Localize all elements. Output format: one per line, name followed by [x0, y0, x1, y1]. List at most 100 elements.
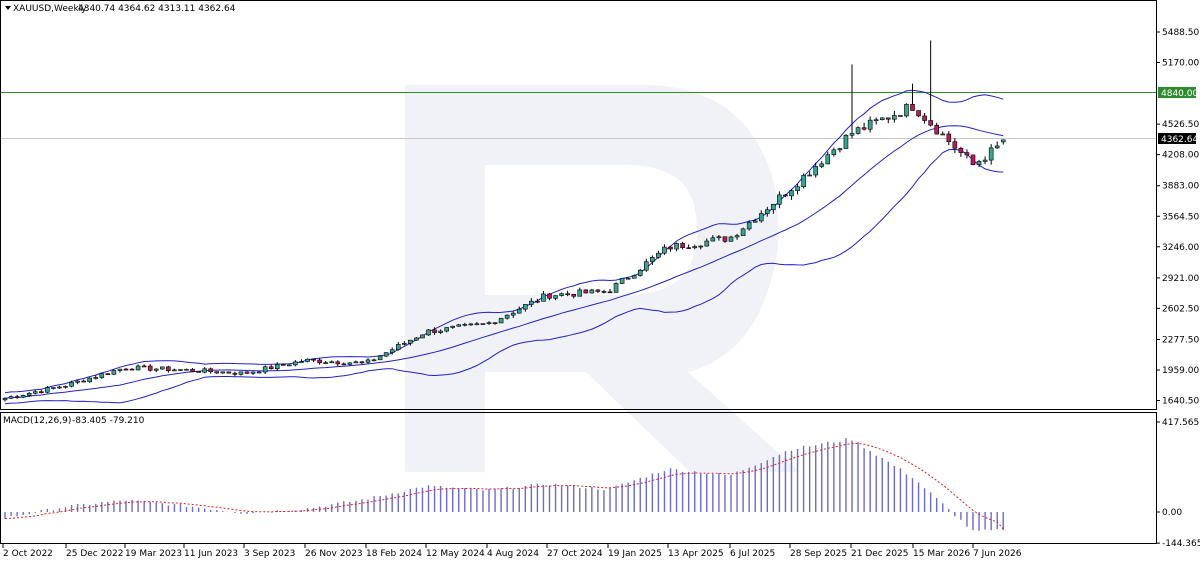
candle-body — [1000, 139, 1006, 143]
price-tick-label: 1640.50 — [1162, 397, 1199, 407]
candle-body — [771, 203, 776, 211]
price-tick-label: 4208.00 — [1162, 151, 1199, 161]
price-tick-label: 5488.50 — [1162, 28, 1199, 38]
candle-body — [910, 103, 915, 111]
candle-body — [184, 368, 189, 371]
candle-body — [746, 221, 752, 230]
candle-body — [123, 368, 129, 371]
candle-body — [111, 370, 117, 375]
macd-signal-line — [4, 442, 1004, 530]
candle-body — [601, 291, 607, 293]
candle-body — [873, 119, 879, 122]
candle-body — [371, 359, 377, 362]
candle-body — [87, 377, 92, 383]
time-tick-label: 11 Jun 2023 — [184, 549, 238, 559]
candle-body — [93, 377, 99, 379]
candle-body — [238, 371, 244, 375]
level-price-label: 4840.00 — [1161, 89, 1198, 99]
candle-body — [359, 361, 365, 364]
candle-body — [595, 289, 601, 292]
candle-body — [958, 147, 964, 153]
candle-body — [988, 147, 994, 161]
middle-band — [4, 125, 1004, 399]
candle-body — [849, 133, 855, 136]
candle-body — [789, 190, 794, 197]
time-axis: 2 Oct 2022 25 Dec 2022 19 Mar 2023 11 Jun 2… — [2, 544, 1022, 559]
candle-body — [904, 103, 909, 117]
candle-body — [105, 373, 111, 375]
candle-body — [208, 368, 213, 372]
candle-body — [916, 110, 921, 117]
candle-body — [468, 323, 474, 326]
candle-body — [38, 391, 44, 394]
candle-body — [256, 371, 262, 374]
candle-body — [117, 368, 123, 371]
dropdown-arrow-icon[interactable] — [5, 6, 11, 10]
candle-body — [383, 352, 389, 357]
candle-body — [982, 159, 988, 162]
candle-body — [141, 365, 147, 368]
candle-body — [63, 385, 68, 388]
candle-body — [837, 148, 843, 151]
candle-body — [250, 371, 256, 374]
candle-body — [268, 366, 274, 370]
candle-body — [516, 308, 522, 314]
watermark-logo — [405, 85, 800, 472]
candle-body — [99, 373, 105, 378]
macd-tick-label: 0.00 — [1162, 508, 1182, 518]
candle-body — [607, 291, 613, 294]
price-axis: 5488.50 5170.00 4526.50 4208.00 3883.00 3564.… — [1156, 28, 1199, 407]
candle-body — [813, 166, 819, 176]
ohlc-values: 4340.74 4364.62 4313.11 4362.64 — [78, 4, 236, 14]
candle-body — [728, 236, 734, 242]
candle-body — [480, 323, 486, 325]
candle-body — [389, 349, 395, 353]
price-tick-label: 3246.00 — [1162, 243, 1199, 253]
candle-body — [940, 133, 946, 136]
candle-body — [722, 236, 728, 242]
bollinger-bands — [4, 89, 1004, 405]
candle-body — [274, 364, 280, 370]
candle-body — [45, 387, 50, 393]
candle-body — [244, 371, 250, 374]
candle-body — [892, 115, 897, 120]
candle-body — [14, 396, 20, 398]
candle-body — [686, 247, 691, 249]
price-panel-frame — [0, 0, 1157, 410]
candle-body — [377, 355, 383, 361]
candle-body — [613, 283, 619, 293]
candle-body — [547, 293, 552, 299]
candle-body — [704, 240, 710, 247]
price-tick-label: 5170.00 — [1162, 59, 1199, 69]
candle-body — [395, 344, 401, 351]
macd-tick-label: -144.365 — [1162, 539, 1200, 549]
time-tick-label: 3 Sep 2023 — [244, 549, 295, 559]
candle-body — [486, 322, 492, 324]
candle-body — [752, 220, 758, 223]
candle-body — [571, 293, 577, 297]
candle-body — [147, 365, 153, 371]
price-tick-label: 3564.50 — [1162, 212, 1199, 222]
candle-body — [329, 361, 335, 364]
candle-body — [855, 127, 861, 134]
price-tick-label: 2602.50 — [1162, 304, 1199, 314]
candle-body — [160, 366, 165, 370]
candle-body — [299, 361, 304, 363]
candle-body — [783, 194, 788, 197]
candle-body — [365, 359, 371, 363]
candle-body — [202, 368, 207, 373]
candle-body — [952, 141, 958, 149]
candle-body — [287, 364, 292, 367]
macd-axis: 417.565 0.00 -144.365 — [1156, 418, 1200, 549]
time-tick-label: 4 Aug 2024 — [487, 549, 539, 559]
candle-body — [825, 154, 831, 165]
candle-body — [190, 368, 195, 372]
candle-body — [262, 366, 268, 373]
candle-body — [541, 293, 546, 302]
macd-values: -83.405 -79.210 — [72, 416, 145, 426]
candle-body — [498, 317, 504, 324]
candle-body — [129, 368, 135, 371]
time-tick-label: 25 Dec 2022 — [66, 549, 124, 559]
candle-body — [964, 152, 970, 156]
